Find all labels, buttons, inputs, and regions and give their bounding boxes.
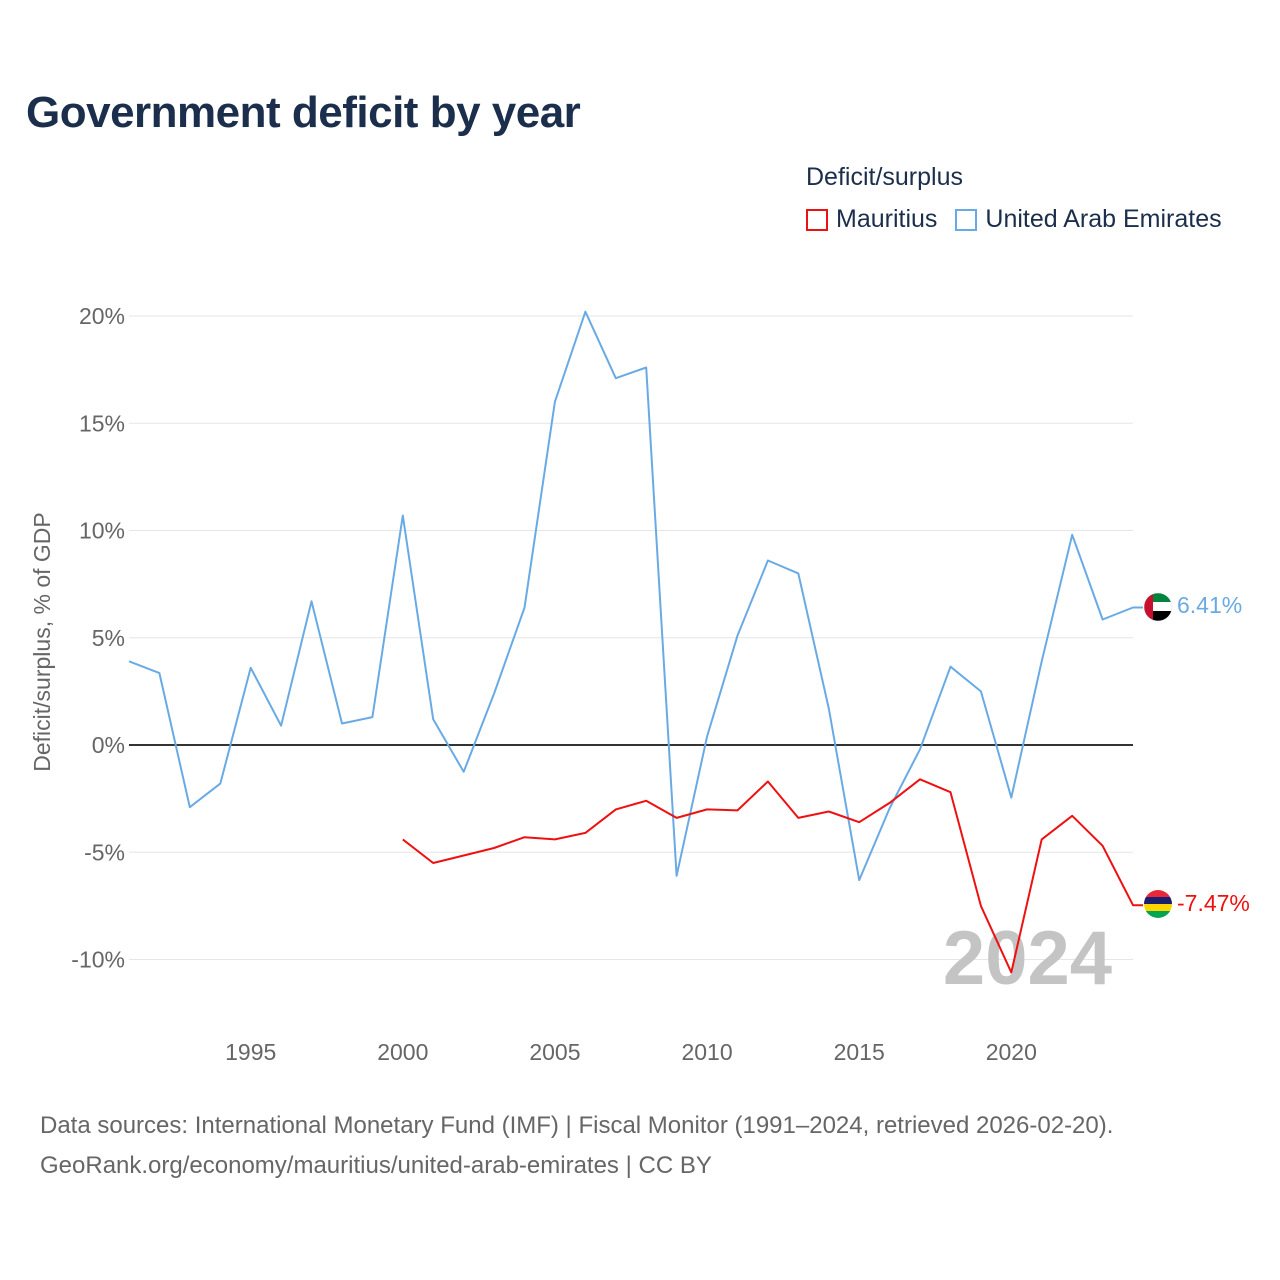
chart-title: Government deficit by year xyxy=(26,88,581,137)
x-tick-label: 2005 xyxy=(529,1039,580,1065)
x-tick-label: 2000 xyxy=(377,1039,428,1065)
watermark-year: 2024 xyxy=(943,916,1112,1001)
y-axis-labels: 20% 15% 10% 5% 0% -5% -10% xyxy=(71,303,125,973)
mauritius-end-value-label: -7.47% xyxy=(1177,890,1250,916)
x-tick-label: 2010 xyxy=(681,1039,732,1065)
x-tick-label: 2015 xyxy=(834,1039,885,1065)
y-tick-label: 15% xyxy=(79,410,125,436)
y-axis-title: Deficit/surplus, % of GDP xyxy=(29,512,55,771)
legend-label: United Arab Emirates xyxy=(985,205,1222,233)
legend-swatch-uae xyxy=(955,208,978,231)
series-lines xyxy=(128,310,1143,974)
uae-end-value-label: 6.41% xyxy=(1177,592,1242,618)
y-tick-label: 0% xyxy=(92,732,125,758)
footer: Data sources: International Monetary Fun… xyxy=(40,1106,1113,1186)
series-line-mauritius[interactable] xyxy=(402,778,1143,974)
legend: Mauritius United Arab Emirates xyxy=(806,205,1240,234)
series-line-united-arab-emirates[interactable] xyxy=(128,310,1143,882)
legend-label: Mauritius xyxy=(836,205,938,233)
x-tick-label: 2020 xyxy=(986,1039,1037,1065)
x-tick-label: 1995 xyxy=(225,1039,276,1065)
legend-title: Deficit/surplus xyxy=(806,163,963,191)
uae-flag-icon xyxy=(1144,593,1172,621)
y-tick-label: 20% xyxy=(79,303,125,329)
x-axis-labels: 1995 2000 2005 2010 2015 2020 xyxy=(225,1039,1037,1065)
line-chart: 2024 20% 15% 10% 5% 0% -5% -10% 1995 2000 2005 20… xyxy=(29,303,1250,1065)
y-tick-label: 10% xyxy=(79,518,125,544)
gridlines xyxy=(129,315,1133,960)
legend-swatch-mauritius xyxy=(806,208,828,231)
y-tick-label: -10% xyxy=(71,947,125,973)
footer-link[interactable]: GeoRank.org/economy/mauritius/united-ara… xyxy=(40,1152,712,1179)
legend-item-mauritius[interactable]: Mauritius xyxy=(806,205,937,234)
footer-sources: Data sources: International Monetary Fun… xyxy=(40,1112,1114,1139)
mauritius-flag-icon xyxy=(1144,890,1172,918)
y-tick-label: -5% xyxy=(84,839,125,865)
legend-item-uae[interactable]: United Arab Emirates xyxy=(955,205,1222,234)
y-tick-label: 5% xyxy=(92,625,125,651)
